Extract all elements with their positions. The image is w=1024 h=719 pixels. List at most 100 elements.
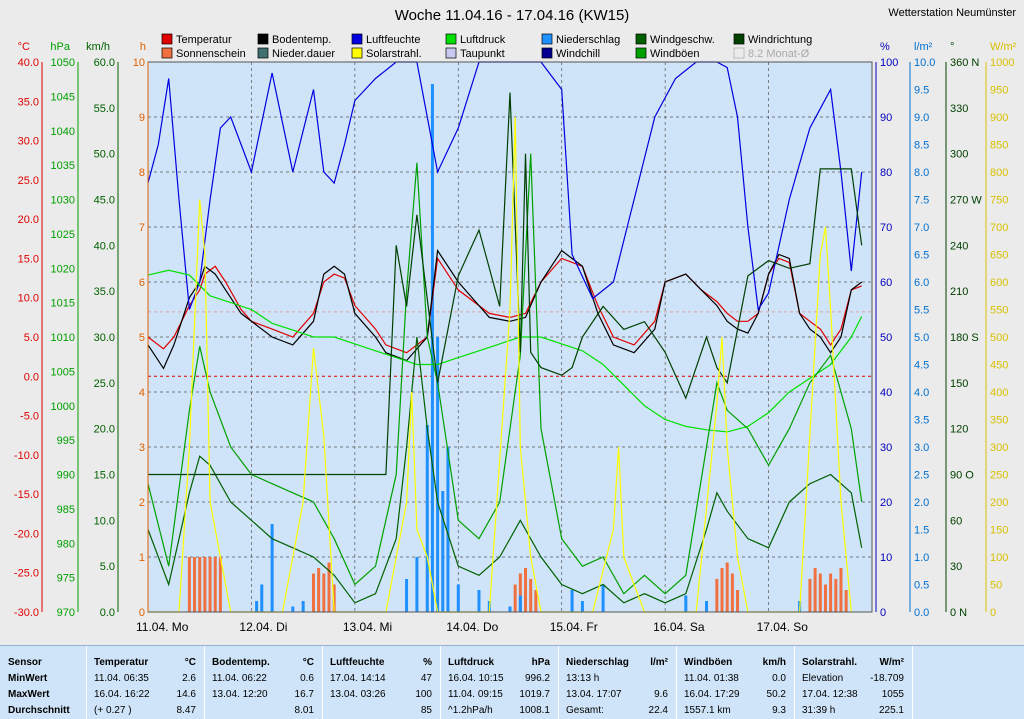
series-line-windrichtung: [148, 92, 863, 476]
stats-label-avg: Durchschnitt: [8, 705, 70, 716]
stats-cell-info: 11.04. 06:22: [212, 673, 267, 684]
axis-tick-solar: 800: [990, 167, 1008, 179]
legend-swatch: [541, 47, 553, 59]
axis-tick-rain: 1.0: [914, 552, 929, 564]
stats-column-title: Luftfeuchte: [330, 657, 385, 668]
legend-label: Windchill: [556, 48, 600, 60]
stats-cell-value: 1019.7: [519, 689, 550, 700]
stats-cell-info: 16.04. 16:22: [94, 689, 150, 700]
chart-legend: Temperatur Sonnenschein Bodentemp. Nieder.d…: [161, 33, 812, 60]
axis-tick-wind: 40.0: [94, 240, 115, 252]
axis-tick-pressure: 1005: [51, 366, 75, 378]
axis-tick-solar: 750: [990, 195, 1008, 207]
stats-cell-info: 11.04. 09:15: [448, 689, 503, 700]
axis-tick-pressure: 1025: [51, 229, 75, 241]
legend-swatch: [541, 33, 553, 45]
axis-tick-solar: 300: [990, 442, 1008, 454]
bar: [808, 579, 812, 612]
legend-swatch: [351, 33, 363, 45]
bar: [844, 590, 848, 612]
axis-tick-temp: 0.0: [24, 371, 39, 383]
bar: [327, 562, 331, 612]
bar: [813, 568, 817, 612]
axis-tick-rain: 1.5: [914, 525, 929, 537]
bar: [446, 447, 450, 612]
axis-tick-direction: 330: [950, 103, 968, 115]
axis-tick-rain: 7.0: [914, 222, 929, 234]
axis-tick-solar: 700: [990, 222, 1008, 234]
bar: [477, 590, 481, 612]
bar: [518, 595, 522, 612]
axis-tick-wind: 30.0: [94, 332, 115, 344]
axis-tick-direction: 120: [950, 424, 968, 436]
bar: [270, 524, 274, 612]
bar: [456, 584, 460, 612]
stats-column-unit: W/m²: [879, 657, 904, 668]
axis-tick-humidity: 10: [880, 552, 892, 564]
bar: [332, 584, 336, 612]
legend-swatch: [257, 33, 269, 45]
bar: [203, 557, 207, 612]
axis-tick-direction: 90 O: [950, 470, 974, 482]
axis-unit-solar: W/m²: [990, 41, 1017, 53]
bar: [260, 584, 264, 612]
stats-cell-info: 17.04. 14:14: [330, 673, 386, 684]
axis-tick-direction: 30: [950, 561, 962, 573]
axis-tick-humidity: 70: [880, 222, 892, 234]
axis-tick-sun: 1: [139, 552, 145, 564]
bar: [823, 584, 827, 612]
axis-unit-wind: km/h: [86, 41, 110, 53]
axis-tick-temp: 35.0: [18, 96, 39, 108]
bar: [193, 557, 197, 612]
axis-tick-pressure: 975: [57, 573, 75, 585]
axis-tick-solar: 350: [990, 415, 1008, 427]
stats-column-unit: %: [423, 657, 432, 668]
axis-tick-solar: 150: [990, 525, 1008, 537]
stats-column: Temperatur °C 11.04. 06:35 2.6 16.04. 16:22 1…: [86, 646, 205, 719]
bar: [208, 557, 212, 612]
axis-tick-wind: 25.0: [94, 378, 115, 390]
axis-tick-pressure: 1010: [51, 332, 75, 344]
stats-cell-info: 1557.1 km: [684, 705, 731, 716]
axis-tick-wind: 10.0: [94, 515, 115, 527]
bar: [301, 601, 305, 612]
axis-tick-rain: 9.5: [914, 85, 929, 97]
stats-column: Bodentemp. °C 11.04. 06:22 0.6 13.04. 12:20 1…: [204, 646, 323, 719]
axis-tick-humidity: 0: [880, 607, 886, 619]
axis-tick-sun: 10: [133, 57, 145, 69]
stats-cell-value: 100: [415, 689, 432, 700]
stats-cell-value: 14.6: [176, 689, 196, 700]
legend-swatch: [635, 47, 647, 59]
stats-column-title: Solarstrahl.: [802, 657, 858, 668]
axis-tick-sun: 6: [139, 277, 145, 289]
axis-tick-solar: 600: [990, 277, 1008, 289]
x-tick-label: 15.04. Fr: [550, 620, 598, 634]
axis-tick-solar: 200: [990, 497, 1008, 509]
axis-tick-rain: 5.5: [914, 305, 929, 317]
bar: [705, 601, 709, 612]
bar: [441, 491, 445, 612]
bar: [829, 573, 833, 612]
legend-swatch: [161, 47, 173, 59]
x-tick-label: 16.04. Sa: [653, 620, 705, 634]
axis-tick-pressure: 985: [57, 504, 75, 516]
axis-tick-temp: 40.0: [18, 57, 39, 69]
axis-tick-solar: 900: [990, 112, 1008, 124]
axis-tick-direction: 180 S: [950, 332, 979, 344]
stats-row-labels: Sensor MinWert MaxWert Durchschnitt: [0, 646, 87, 719]
axis-tick-rain: 3.5: [914, 415, 929, 427]
axis-tick-direction: 210: [950, 286, 968, 298]
axis-tick-rain: 3.0: [914, 442, 929, 454]
axis-tick-rain: 8.5: [914, 140, 929, 152]
stats-cell-info: 11.04. 01:38: [684, 673, 739, 684]
axis-tick-pressure: 1030: [51, 195, 75, 207]
axis-tick-humidity: 20: [880, 497, 892, 509]
axis-tick-temp: 15.0: [18, 253, 39, 265]
axis-tick-sun: 2: [139, 497, 145, 509]
legend-swatch: [351, 47, 363, 59]
legend-label: Luftdruck: [460, 34, 506, 46]
legend-swatch: [635, 33, 647, 45]
axis-tick-temp: -25.0: [14, 568, 39, 580]
legend-label: Windrichtung: [748, 34, 812, 46]
bar: [725, 562, 729, 612]
